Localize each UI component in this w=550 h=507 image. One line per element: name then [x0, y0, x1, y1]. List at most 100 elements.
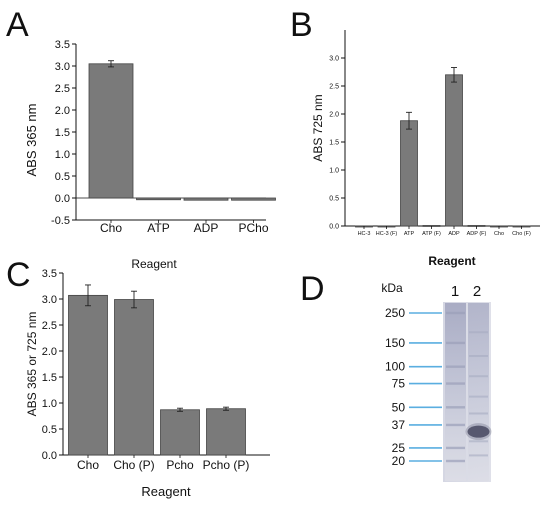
panel-b-category-label: ATP (F): [422, 231, 441, 237]
panel-b-ytick-label: 2.0: [329, 111, 339, 118]
panel-c-category-label: Pcho (P): [203, 458, 250, 472]
gel-lane-1-band: [446, 423, 465, 427]
panel-b-category-label: Cho: [494, 231, 504, 237]
panel-c-ytick-label: 1.5: [42, 372, 57, 384]
gel-lane-2-faint-band: [469, 395, 488, 398]
panel-a-chart: -0.5 0.0 0.5 1.0 1.5 2.0 2.5 3.0 3.5 Cho ATP ADP PCh…: [51, 39, 276, 235]
panel-a-ytick-label: 2.5: [55, 83, 70, 95]
panel-a-ytick-label: 0.5: [55, 171, 70, 183]
panel-c-ytick-label: 3.5: [42, 268, 57, 280]
panel-a-ytick-label: -0.5: [51, 215, 70, 227]
gel-lane-1-band: [446, 382, 465, 385]
gel-lane-2-band-halo: [465, 423, 492, 441]
gel-marker-label: 100: [385, 360, 405, 374]
gel-marker-label: 20: [392, 454, 406, 468]
gel-marker-label: 37: [392, 418, 406, 432]
panel-b-ytick-label: 3.0: [329, 55, 339, 62]
gel-lane-2-faint-band: [469, 355, 488, 358]
panel-b-chart: 0.0 0.5 1.0 1.5 2.0 2.5 3.0 HC-3 HC-3 (F) ATP ATP …: [329, 30, 540, 237]
panel-c-xlabel: Reagent: [141, 484, 191, 499]
gel-lane-1-band: [446, 311, 465, 315]
gel-marker-label: 250: [385, 306, 405, 320]
panel-c: C ABS 365 or 725 nm Reagent Reagent 0.00…: [6, 256, 270, 499]
gel-lane-2-faint-band: [469, 375, 488, 378]
gel-unit-label: kDa: [381, 281, 403, 295]
panel-b-bar: [445, 74, 463, 227]
panel-b-ytick-label: 1.5: [329, 139, 339, 146]
panel-c-ytick-label: 2.0: [42, 346, 57, 358]
panel-c-ytick-label: 3.0: [42, 294, 57, 306]
gel-lane-1: [445, 303, 466, 481]
panel-b-category-label: Cho (F): [512, 231, 531, 237]
panel-b-xlabel: Reagent: [428, 254, 475, 268]
panel-letter-c: C: [6, 256, 31, 294]
gel-marker-label: 25: [392, 441, 406, 455]
panel-a-bar: [88, 63, 134, 199]
panel-letter-b: B: [290, 6, 313, 44]
panel-b-ytick-label: 0.5: [329, 195, 339, 202]
panel-c-category-label: Pcho: [166, 458, 194, 472]
gel-lane-label-1: 1: [451, 283, 459, 300]
panel-b-ytick-label: 0.0: [329, 223, 339, 230]
panel-b-ylabel: ABS 725 nm: [311, 94, 325, 161]
panel-c-ylabel: ABS 365 or 725 nm: [25, 312, 39, 417]
panel-c-ytick-label: 2.5: [42, 320, 57, 332]
panel-a-bar: [183, 197, 229, 201]
panel-c-category-label: Cho (P): [113, 458, 154, 472]
panel-a-ytick-label: 3.5: [55, 39, 70, 51]
gel-marker-label: 75: [392, 377, 406, 391]
panel-c-bar: [206, 408, 246, 456]
panel-a-ytick-label: 1.0: [55, 149, 70, 161]
panel-a-ytick-label: 0.0: [55, 193, 70, 205]
gel-lane-1-band: [446, 459, 465, 463]
panel-a: A ABS 365 nm -0.5 0.0 0.5 1.0 1.5 2.0 2.5 3.0 3.…: [6, 6, 276, 235]
panel-c-ytick-label: 0.0: [42, 450, 57, 462]
panel-c-category-label: Cho: [77, 458, 99, 472]
panel-b: B ABS 725 nm Reagent 0.0 0.5 1.0 1.5 2.0 2.5 3…: [290, 6, 540, 268]
panel-b-category-label: HC-3: [358, 231, 371, 237]
panel-b-ytick-label: 1.0: [329, 167, 339, 174]
panel-c-bar: [114, 299, 154, 456]
panel-a-category-label: PCho: [238, 221, 268, 235]
gel-lane-1-band: [446, 341, 465, 345]
panel-a-ytick-label: 2.0: [55, 105, 70, 117]
panel-letter-d: D: [300, 270, 325, 308]
gel-lane-2-faint-band: [469, 331, 488, 334]
panel-c-top-label: Reagent: [131, 257, 177, 271]
panel-b-category-label: ADP (F): [467, 231, 487, 237]
gel-lane-1-band: [446, 446, 465, 450]
panel-a-ylabel: ABS 365 nm: [24, 104, 39, 177]
panel-a-bar: [136, 197, 181, 201]
panel-b-bar: [400, 120, 418, 227]
panel-a-category-label: ATP: [147, 221, 169, 235]
panel-letter-a: A: [6, 6, 29, 44]
gel-lane-2: [468, 303, 489, 481]
panel-c-ytick-label: 0.5: [42, 424, 57, 436]
panel-b-category-label: HC-3 (F): [376, 231, 398, 237]
gel-lane-1-band: [446, 365, 465, 368]
gel-bands: [446, 311, 492, 463]
gel-lane-2-faint-band: [469, 440, 488, 443]
panel-b-category-label: ATP: [404, 231, 415, 237]
panel-a-ytick-label: 1.5: [55, 127, 70, 139]
gel-lane-2-strong-band: [467, 425, 490, 438]
gel-lane-2-faint-band: [469, 412, 488, 415]
gel-marker-label: 50: [392, 400, 406, 414]
panel-c-chart: 0.0 0.5 1.0 1.5 2.0 2.5 3.0 3.5 Cho Cho (P) Pcho Pc…: [42, 268, 270, 472]
panel-a-ytick-label: 3.0: [55, 61, 70, 73]
panel-a-category-label: ADP: [194, 221, 219, 235]
panel-c-bar: [160, 409, 200, 456]
panel-a-category-label: Cho: [100, 221, 122, 235]
gel-marker-label: 150: [385, 336, 405, 350]
gel-lane-label-2: 2: [473, 283, 481, 300]
gel-lane-2-faint-band: [469, 454, 488, 457]
panel-a-bar: [231, 197, 276, 201]
panel-b-category-label: ADP: [448, 231, 460, 237]
panel-b-ytick-label: 2.5: [329, 83, 339, 90]
panel-c-ytick-label: 1.0: [42, 398, 57, 410]
gel-lane-1-band: [446, 406, 465, 409]
panel-c-bar: [68, 294, 108, 456]
